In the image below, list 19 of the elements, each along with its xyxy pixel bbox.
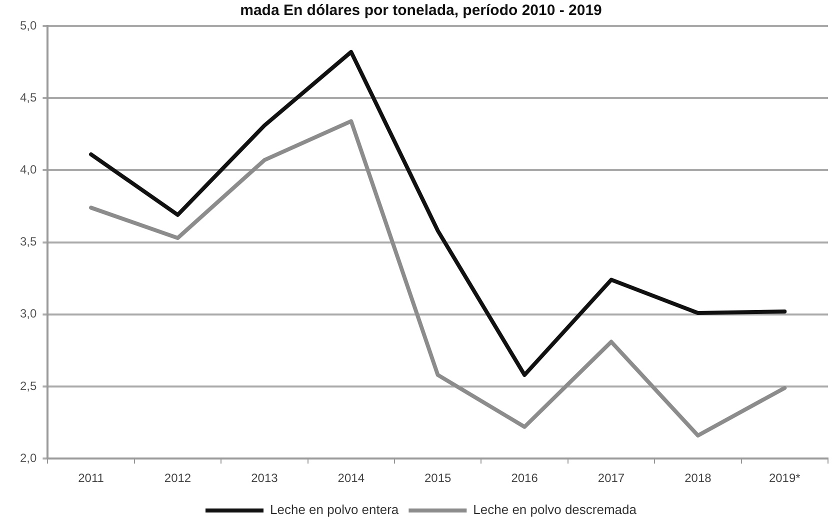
y-tick-label: 4,0: [20, 162, 37, 177]
x-tick-label: 2019*: [768, 471, 801, 486]
y-tick-label: 3,0: [20, 306, 37, 321]
x-tick-label: 2012: [164, 471, 192, 486]
x-tick-label: 2011: [78, 471, 104, 486]
y-tick-label: 2,0: [20, 450, 37, 465]
x-tick-label: 2013: [251, 471, 278, 486]
x-tick-label: 2017: [598, 471, 625, 486]
x-tick-label: 2015: [424, 471, 452, 486]
legend-label: Leche en polvo entera: [270, 502, 400, 518]
legend-label: Leche en polvo descremada: [473, 502, 638, 518]
chart-title: mada En dólares por tonelada, período 2010 - 2019: [240, 2, 602, 20]
y-tick-label: 3,5: [20, 234, 37, 249]
y-tick-label: 2,5: [20, 378, 37, 393]
y-tick-label: 4,5: [20, 90, 37, 104]
x-tick-label: 2018: [684, 471, 712, 486]
x-tick-label: 2016: [511, 471, 538, 486]
x-tick-label: 2014: [338, 471, 365, 486]
y-tick-label: 5,0: [20, 18, 37, 32]
